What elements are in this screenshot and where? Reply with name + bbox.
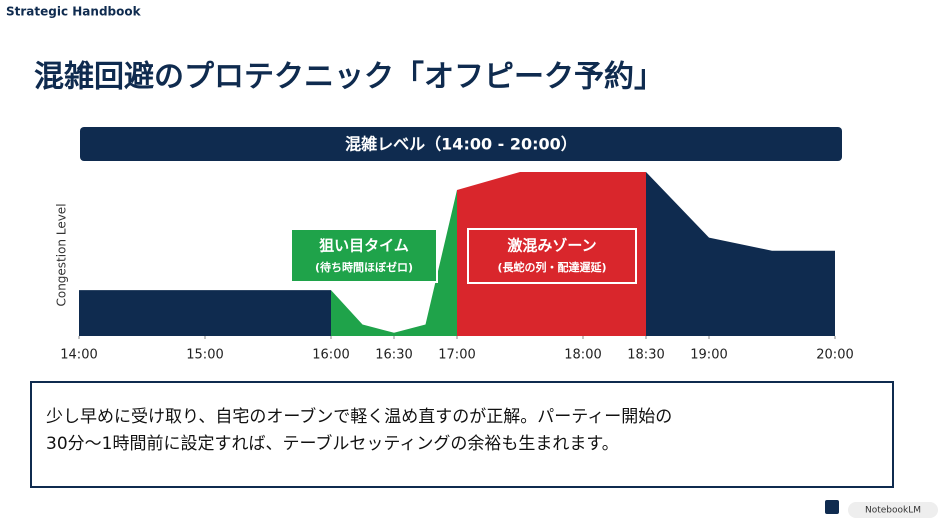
- badge-text: NotebookLM: [865, 506, 921, 516]
- logo: [825, 500, 839, 514]
- chart-header: [80, 127, 842, 161]
- plot: [79, 172, 835, 336]
- brand: Strategic Handbook: [6, 5, 142, 19]
- slide-title: 混雑回避のプロテクニック「オフピーク予約」: [34, 60, 664, 95]
- y-axis-label: Congestion Level: [55, 203, 69, 306]
- x-tick-label: 16:30: [375, 348, 412, 363]
- area: [79, 290, 331, 336]
- note-box: [30, 381, 894, 488]
- area: [331, 190, 457, 336]
- annotation-title: 激混みゾーン: [507, 237, 596, 255]
- x-tick-label: 14:00: [60, 348, 97, 363]
- x-tick-label: 16:00: [312, 348, 349, 363]
- badge: [848, 502, 938, 518]
- note-line: 30分〜1時間前に設定すれば、テーブルセッティングの余裕も生まれます。: [46, 433, 619, 454]
- annotation-box: [467, 228, 637, 284]
- annotation-subtitle: (待ち時間ほぼゼロ): [315, 260, 413, 274]
- annotation-title: 狙い目タイム: [319, 237, 409, 255]
- note-line: 少し早めに受け取り、自宅のオーブンで軽く温め直すのが正解。パーティー開始の: [46, 406, 672, 427]
- x-tick-label: 17:00: [438, 348, 475, 363]
- x-tick-label: 20:00: [816, 348, 853, 363]
- chart-title: 混雑レベル（14:00 - 20:00）: [345, 135, 577, 154]
- annotation-subtitle: (長蛇の列・配達遅延): [497, 260, 606, 274]
- area: [646, 172, 835, 336]
- annotation-red: 激混みゾーン (長蛇の列・配達遅延): [467, 228, 637, 284]
- x-tick-label: 19:00: [690, 348, 727, 363]
- x-tick-label: 15:00: [186, 348, 223, 363]
- annotation-box: [290, 228, 438, 283]
- annotation-green: 狙い目タイム (待ち時間ほぼゼロ): [290, 228, 438, 283]
- x-tick-label: 18:30: [627, 348, 664, 363]
- x-tick-label: 18:00: [564, 348, 601, 363]
